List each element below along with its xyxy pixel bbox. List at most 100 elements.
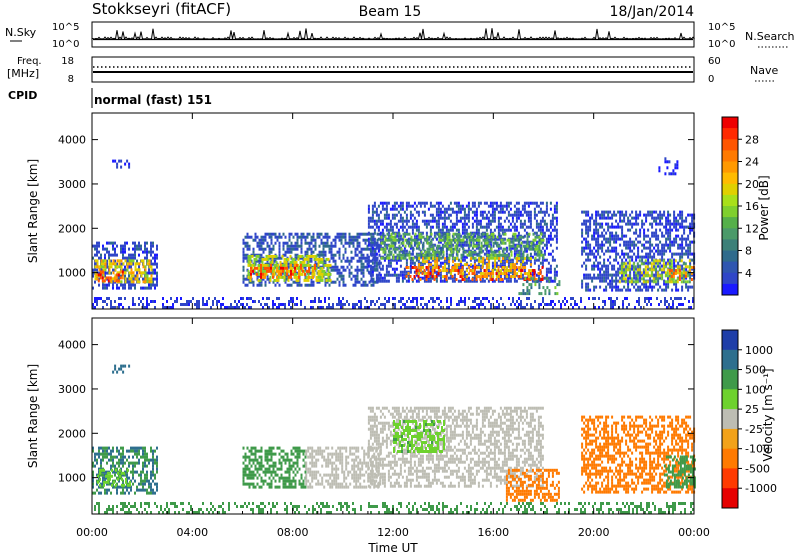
power-data-cell <box>637 216 640 220</box>
power-data-cell <box>312 269 314 273</box>
power-data-cell <box>464 300 466 303</box>
power-data-cell <box>124 268 126 272</box>
power-data-cell <box>152 250 154 254</box>
power-data-cell <box>545 258 548 262</box>
power-data-cell <box>389 207 392 211</box>
power-data-cell <box>549 207 552 211</box>
power-data-cell <box>541 258 544 262</box>
power-data-cell <box>501 228 504 232</box>
power-data-cell <box>524 277 527 281</box>
power-data-cell <box>384 238 387 242</box>
power-data-cell <box>645 213 648 217</box>
power-data-cell <box>651 225 654 229</box>
power-data-cell <box>132 277 134 281</box>
power-data-cell <box>429 264 432 268</box>
power-data-cell <box>502 238 505 242</box>
power-data-cell <box>144 268 147 272</box>
power-data-cell <box>301 260 304 264</box>
power-data-cell <box>508 241 511 245</box>
power-data-cell <box>649 240 652 244</box>
power-data-cell <box>601 246 604 250</box>
power-data-cell <box>350 259 353 263</box>
power-data-cell <box>114 265 117 269</box>
power-data-cell <box>531 228 534 232</box>
power-data-cell <box>613 210 616 214</box>
power-data-cell <box>686 271 689 275</box>
power-data-cell <box>551 216 554 220</box>
power-data-cell <box>297 266 300 270</box>
power-data-cell <box>497 225 500 229</box>
nsky-strip-frame <box>91 21 695 48</box>
power-data-cell <box>427 276 430 280</box>
power-data-cell <box>276 238 279 242</box>
power-data-cell <box>641 255 644 259</box>
power-data-cell <box>461 207 464 211</box>
power-data-cell <box>635 216 638 220</box>
power-data-cell <box>366 265 369 269</box>
power-data-cell <box>617 285 620 289</box>
power-data-cell <box>327 257 330 261</box>
power-data-cell <box>401 279 404 283</box>
power-data-cell <box>427 237 430 241</box>
power-data-cell <box>126 280 128 284</box>
power-data-cell <box>304 265 307 269</box>
power-data-cell <box>134 283 136 287</box>
power-data-cell <box>266 274 269 278</box>
power-data-cell <box>418 241 421 245</box>
power-data-cell <box>537 272 540 275</box>
power-data-cell <box>587 219 590 223</box>
power-data-cell <box>663 279 666 283</box>
power-data-cell <box>607 276 610 280</box>
power-data-cell <box>371 267 374 271</box>
power-data-cell <box>437 258 440 262</box>
power-data-cell <box>108 268 111 272</box>
power-data-cell <box>344 241 347 245</box>
power-data-cell <box>647 258 650 262</box>
power-data-cell <box>643 231 646 235</box>
power-data-cell <box>655 210 658 214</box>
power-data-cell <box>246 303 248 306</box>
power-data-cell <box>471 204 474 208</box>
power-data-cell <box>689 252 692 256</box>
power-data-cell <box>120 259 123 263</box>
power-data-cell <box>96 241 98 245</box>
power-data-cell <box>445 216 448 220</box>
power-data-cell <box>497 276 500 280</box>
power-data-cell <box>366 262 369 266</box>
power-data-cell <box>334 238 337 242</box>
power-data-cell <box>148 286 150 290</box>
power-data-cell <box>652 262 655 266</box>
power-data-cell <box>324 253 327 257</box>
power-data-cell <box>283 278 286 282</box>
power-data-cell <box>370 259 373 263</box>
power-data-cell <box>530 241 533 245</box>
power-data-cell <box>463 213 466 217</box>
power-data-cell <box>649 249 652 253</box>
power-data-cell <box>549 270 552 274</box>
power-data-cell <box>497 204 500 208</box>
power-data-cell <box>138 303 140 306</box>
power-data-cell <box>493 279 496 283</box>
power-data-cell <box>471 216 474 220</box>
power-data-cell <box>275 254 278 258</box>
power-data-cell <box>613 225 616 229</box>
power-data-cell <box>593 264 596 268</box>
power-data-cell <box>624 297 626 300</box>
power-data-cell <box>665 216 668 220</box>
power-data-cell <box>641 273 644 277</box>
power-data-cell <box>448 241 451 245</box>
power-data-cell <box>128 306 130 309</box>
power-data-cell <box>154 286 156 290</box>
power-data-cell <box>612 300 614 303</box>
power-data-cell <box>515 210 518 214</box>
power-data-cell <box>440 256 443 260</box>
power-data-cell <box>138 262 141 266</box>
power-data-cell <box>538 235 541 239</box>
power-data-cell <box>142 277 144 281</box>
power-data-cell <box>305 278 308 282</box>
power-data-cell <box>499 261 502 265</box>
power-data-cell <box>459 240 462 244</box>
power-data-cell <box>531 255 534 259</box>
power-data-cell <box>507 213 510 217</box>
power-data-cell <box>506 253 509 257</box>
